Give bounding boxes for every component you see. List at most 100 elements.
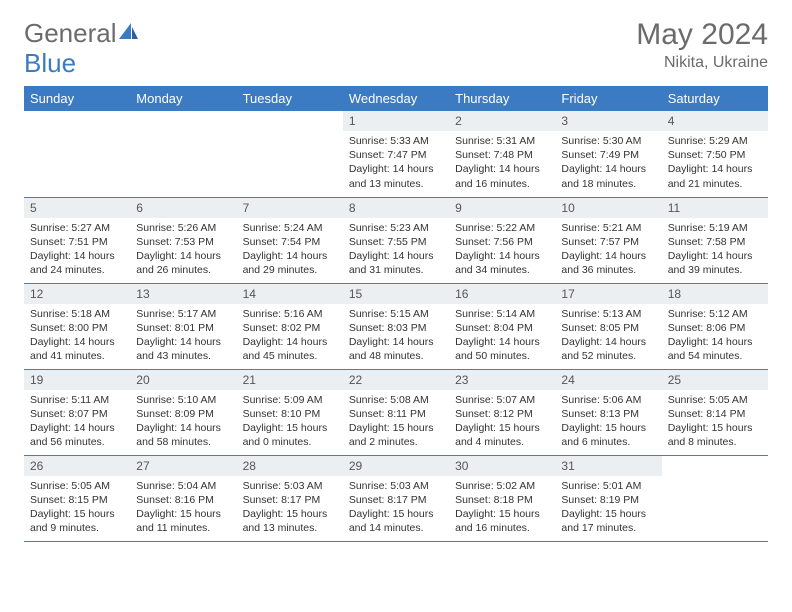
day-info: Sunrise: 5:08 AMSunset: 8:11 PMDaylight:… xyxy=(343,390,449,454)
day-number: 27 xyxy=(130,456,236,476)
day-number: 2 xyxy=(449,111,555,131)
day-info: Sunrise: 5:21 AMSunset: 7:57 PMDaylight:… xyxy=(555,218,661,282)
day-number: 31 xyxy=(555,456,661,476)
month-title: May 2024 xyxy=(636,18,768,52)
day-info: Sunrise: 5:19 AMSunset: 7:58 PMDaylight:… xyxy=(662,218,768,282)
day-number: 28 xyxy=(237,456,343,476)
day-number: 22 xyxy=(343,370,449,390)
day-number: 9 xyxy=(449,198,555,218)
day-info: Sunrise: 5:03 AMSunset: 8:17 PMDaylight:… xyxy=(343,476,449,540)
day-info: Sunrise: 5:11 AMSunset: 8:07 PMDaylight:… xyxy=(24,390,130,454)
calendar-day-cell: 27Sunrise: 5:04 AMSunset: 8:16 PMDayligh… xyxy=(130,455,236,541)
page-header: General May 2024 Nikita, Ukraine xyxy=(0,0,792,80)
day-info: Sunrise: 5:01 AMSunset: 8:19 PMDaylight:… xyxy=(555,476,661,540)
calendar-day-cell: 25Sunrise: 5:05 AMSunset: 8:14 PMDayligh… xyxy=(662,369,768,455)
calendar-day-cell: 22Sunrise: 5:08 AMSunset: 8:11 PMDayligh… xyxy=(343,369,449,455)
calendar-day-cell: 11Sunrise: 5:19 AMSunset: 7:58 PMDayligh… xyxy=(662,197,768,283)
location-text: Nikita, Ukraine xyxy=(636,54,768,72)
calendar-day-cell: . xyxy=(24,111,130,197)
day-info: Sunrise: 5:06 AMSunset: 8:13 PMDaylight:… xyxy=(555,390,661,454)
day-info: Sunrise: 5:12 AMSunset: 8:06 PMDaylight:… xyxy=(662,304,768,368)
calendar-week-row: 26Sunrise: 5:05 AMSunset: 8:15 PMDayligh… xyxy=(24,455,768,541)
calendar-week-row: ...1Sunrise: 5:33 AMSunset: 7:47 PMDayli… xyxy=(24,111,768,197)
day-number: 5 xyxy=(24,198,130,218)
day-info: Sunrise: 5:24 AMSunset: 7:54 PMDaylight:… xyxy=(237,218,343,282)
day-info: Sunrise: 5:29 AMSunset: 7:50 PMDaylight:… xyxy=(662,131,768,195)
calendar-day-cell: 9Sunrise: 5:22 AMSunset: 7:56 PMDaylight… xyxy=(449,197,555,283)
logo: General xyxy=(24,18,141,49)
day-info: Sunrise: 5:05 AMSunset: 8:15 PMDaylight:… xyxy=(24,476,130,540)
calendar-day-cell: 8Sunrise: 5:23 AMSunset: 7:55 PMDaylight… xyxy=(343,197,449,283)
calendar-day-cell: 23Sunrise: 5:07 AMSunset: 8:12 PMDayligh… xyxy=(449,369,555,455)
calendar-day-cell: 1Sunrise: 5:33 AMSunset: 7:47 PMDaylight… xyxy=(343,111,449,197)
day-info: Sunrise: 5:16 AMSunset: 8:02 PMDaylight:… xyxy=(237,304,343,368)
day-info: Sunrise: 5:02 AMSunset: 8:18 PMDaylight:… xyxy=(449,476,555,540)
weekday-header: Saturday xyxy=(662,86,768,111)
day-info: Sunrise: 5:04 AMSunset: 8:16 PMDaylight:… xyxy=(130,476,236,540)
day-info: Sunrise: 5:31 AMSunset: 7:48 PMDaylight:… xyxy=(449,131,555,195)
day-number: 15 xyxy=(343,284,449,304)
day-number: 11 xyxy=(662,198,768,218)
day-number: 23 xyxy=(449,370,555,390)
calendar-table: SundayMondayTuesdayWednesdayThursdayFrid… xyxy=(24,86,768,542)
day-info: Sunrise: 5:23 AMSunset: 7:55 PMDaylight:… xyxy=(343,218,449,282)
day-number: 26 xyxy=(24,456,130,476)
day-info: Sunrise: 5:33 AMSunset: 7:47 PMDaylight:… xyxy=(343,131,449,195)
logo-text-blue: Blue xyxy=(24,48,76,79)
day-info: Sunrise: 5:17 AMSunset: 8:01 PMDaylight:… xyxy=(130,304,236,368)
day-number: 21 xyxy=(237,370,343,390)
day-number: 13 xyxy=(130,284,236,304)
weekday-header: Thursday xyxy=(449,86,555,111)
day-info: Sunrise: 5:27 AMSunset: 7:51 PMDaylight:… xyxy=(24,218,130,282)
day-number: 19 xyxy=(24,370,130,390)
weekday-header: Friday xyxy=(555,86,661,111)
day-number: 18 xyxy=(662,284,768,304)
calendar-day-cell: 17Sunrise: 5:13 AMSunset: 8:05 PMDayligh… xyxy=(555,283,661,369)
logo-text-general: General xyxy=(24,18,117,49)
calendar-day-cell: 13Sunrise: 5:17 AMSunset: 8:01 PMDayligh… xyxy=(130,283,236,369)
day-number: 14 xyxy=(237,284,343,304)
day-number: 24 xyxy=(555,370,661,390)
day-number: 3 xyxy=(555,111,661,131)
calendar-day-cell: 5Sunrise: 5:27 AMSunset: 7:51 PMDaylight… xyxy=(24,197,130,283)
weekday-header: Monday xyxy=(130,86,236,111)
day-info: Sunrise: 5:18 AMSunset: 8:00 PMDaylight:… xyxy=(24,304,130,368)
calendar-week-row: 5Sunrise: 5:27 AMSunset: 7:51 PMDaylight… xyxy=(24,197,768,283)
calendar-day-cell: 4Sunrise: 5:29 AMSunset: 7:50 PMDaylight… xyxy=(662,111,768,197)
calendar-day-cell: 24Sunrise: 5:06 AMSunset: 8:13 PMDayligh… xyxy=(555,369,661,455)
calendar-day-cell: 3Sunrise: 5:30 AMSunset: 7:49 PMDaylight… xyxy=(555,111,661,197)
calendar-head: SundayMondayTuesdayWednesdayThursdayFrid… xyxy=(24,86,768,111)
calendar-day-cell: 18Sunrise: 5:12 AMSunset: 8:06 PMDayligh… xyxy=(662,283,768,369)
calendar-day-cell: 26Sunrise: 5:05 AMSunset: 8:15 PMDayligh… xyxy=(24,455,130,541)
calendar-week-row: 19Sunrise: 5:11 AMSunset: 8:07 PMDayligh… xyxy=(24,369,768,455)
day-number: 16 xyxy=(449,284,555,304)
weekday-header: Tuesday xyxy=(237,86,343,111)
day-info: Sunrise: 5:10 AMSunset: 8:09 PMDaylight:… xyxy=(130,390,236,454)
day-number: 1 xyxy=(343,111,449,131)
day-number: 8 xyxy=(343,198,449,218)
calendar-day-cell: 16Sunrise: 5:14 AMSunset: 8:04 PMDayligh… xyxy=(449,283,555,369)
weekday-header: Sunday xyxy=(24,86,130,111)
calendar-day-cell: . xyxy=(130,111,236,197)
weekday-header: Wednesday xyxy=(343,86,449,111)
calendar-day-cell: 30Sunrise: 5:02 AMSunset: 8:18 PMDayligh… xyxy=(449,455,555,541)
calendar-day-cell: 6Sunrise: 5:26 AMSunset: 7:53 PMDaylight… xyxy=(130,197,236,283)
calendar-day-cell: 15Sunrise: 5:15 AMSunset: 8:03 PMDayligh… xyxy=(343,283,449,369)
calendar-day-cell: 2Sunrise: 5:31 AMSunset: 7:48 PMDaylight… xyxy=(449,111,555,197)
day-number: 20 xyxy=(130,370,236,390)
day-number: 6 xyxy=(130,198,236,218)
day-number: 30 xyxy=(449,456,555,476)
day-number: 7 xyxy=(237,198,343,218)
day-info: Sunrise: 5:22 AMSunset: 7:56 PMDaylight:… xyxy=(449,218,555,282)
day-info: Sunrise: 5:15 AMSunset: 8:03 PMDaylight:… xyxy=(343,304,449,368)
logo-sail-icon xyxy=(117,21,139,46)
day-info: Sunrise: 5:09 AMSunset: 8:10 PMDaylight:… xyxy=(237,390,343,454)
day-number: 10 xyxy=(555,198,661,218)
day-info: Sunrise: 5:14 AMSunset: 8:04 PMDaylight:… xyxy=(449,304,555,368)
calendar-body: ...1Sunrise: 5:33 AMSunset: 7:47 PMDayli… xyxy=(24,111,768,541)
calendar-day-cell: 20Sunrise: 5:10 AMSunset: 8:09 PMDayligh… xyxy=(130,369,236,455)
day-number: 25 xyxy=(662,370,768,390)
day-info: Sunrise: 5:26 AMSunset: 7:53 PMDaylight:… xyxy=(130,218,236,282)
calendar-day-cell: 7Sunrise: 5:24 AMSunset: 7:54 PMDaylight… xyxy=(237,197,343,283)
calendar-day-cell: 31Sunrise: 5:01 AMSunset: 8:19 PMDayligh… xyxy=(555,455,661,541)
